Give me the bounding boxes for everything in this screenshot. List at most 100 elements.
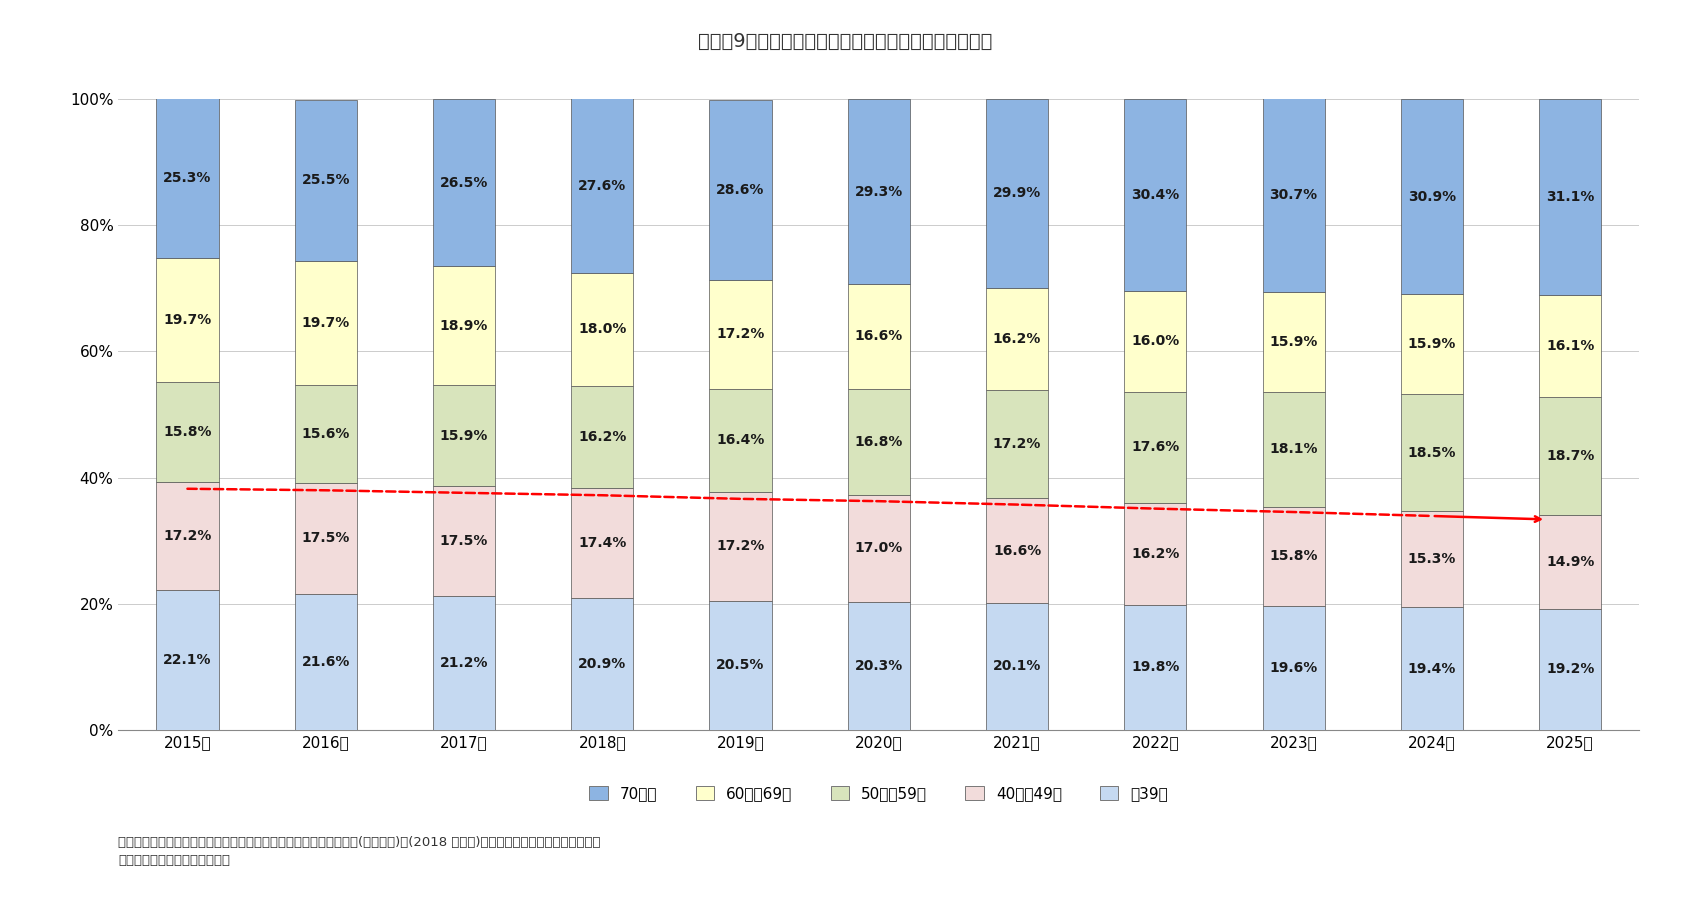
Bar (1539, 514, 1601, 609)
Text: 17.0%: 17.0% (855, 542, 902, 555)
Legend: 70歳～, 60歳～69歳, 50歳～59歳, 40歳～49歳, ～39歳: 70歳～, 60歳～69歳, 50歳～59歳, 40歳～49歳, ～39歳 (583, 780, 1174, 807)
Text: 19.7%: 19.7% (301, 315, 350, 330)
Text: 19.2%: 19.2% (1545, 662, 1593, 677)
Bar (985, 99, 1047, 287)
Bar (1123, 503, 1186, 605)
Bar (432, 386, 495, 486)
Bar (571, 272, 633, 386)
Text: 16.6%: 16.6% (993, 543, 1040, 558)
Text: 20.1%: 20.1% (993, 660, 1040, 673)
Bar (709, 388, 772, 492)
Text: 17.2%: 17.2% (164, 529, 211, 543)
Text: 29.9%: 29.9% (993, 187, 1040, 200)
Text: 17.2%: 17.2% (993, 437, 1040, 451)
Text: 20.9%: 20.9% (578, 657, 627, 671)
Bar (157, 482, 218, 590)
Bar (1262, 98, 1324, 292)
Bar (1123, 99, 1186, 291)
Text: 26.5%: 26.5% (439, 176, 488, 190)
Text: 15.6%: 15.6% (301, 427, 350, 441)
Text: 17.2%: 17.2% (716, 540, 763, 553)
Text: 19.8%: 19.8% (1130, 660, 1179, 674)
Text: 16.0%: 16.0% (1130, 334, 1179, 349)
Text: 18.1%: 18.1% (1268, 442, 1317, 457)
Text: 21.6%: 21.6% (301, 655, 350, 669)
Text: 18.5%: 18.5% (1407, 446, 1456, 460)
Text: 16.2%: 16.2% (578, 430, 627, 444)
Bar (157, 258, 218, 382)
Bar (848, 602, 909, 730)
Text: 15.3%: 15.3% (1407, 552, 1456, 566)
Bar (848, 99, 909, 284)
Bar (985, 287, 1047, 390)
Text: 20.5%: 20.5% (716, 658, 763, 672)
Bar (1400, 395, 1463, 511)
Bar (1262, 392, 1324, 506)
Text: 19.6%: 19.6% (1268, 661, 1317, 675)
Bar (709, 492, 772, 600)
Bar (985, 498, 1047, 603)
Text: 16.1%: 16.1% (1545, 339, 1593, 353)
Bar (1539, 99, 1601, 296)
Bar (1123, 392, 1186, 503)
Bar (157, 590, 218, 730)
Text: 16.6%: 16.6% (855, 329, 902, 343)
Text: 29.3%: 29.3% (855, 185, 902, 198)
Text: 16.4%: 16.4% (716, 433, 763, 447)
Bar (1539, 609, 1601, 730)
Text: 31.1%: 31.1% (1545, 190, 1593, 205)
Bar (571, 98, 633, 272)
Text: 15.8%: 15.8% (1268, 550, 1317, 563)
Text: 28.6%: 28.6% (716, 183, 763, 197)
Bar (1400, 511, 1463, 607)
Text: 17.6%: 17.6% (1130, 441, 1179, 454)
Bar (1400, 294, 1463, 395)
Bar (709, 600, 772, 730)
Bar (571, 386, 633, 488)
Text: 30.4%: 30.4% (1130, 188, 1179, 202)
Bar (709, 280, 772, 388)
Text: 22.1%: 22.1% (164, 653, 211, 667)
Text: 18.0%: 18.0% (578, 323, 627, 336)
Bar (1123, 291, 1186, 392)
Bar (157, 98, 218, 258)
Text: 16.2%: 16.2% (993, 332, 1040, 346)
Bar (1262, 292, 1324, 392)
Bar (571, 598, 633, 730)
Text: 図表－9　総世帯数（全国）における年齢別割合の推移: 図表－9 総世帯数（全国）における年齢別割合の推移 (698, 32, 991, 50)
Text: 14.9%: 14.9% (1545, 555, 1593, 569)
Text: 19.7%: 19.7% (164, 314, 211, 327)
Text: 17.5%: 17.5% (439, 534, 488, 548)
Text: 21.2%: 21.2% (439, 656, 488, 670)
Bar (294, 385, 356, 483)
Bar (294, 100, 356, 260)
Text: 17.4%: 17.4% (578, 536, 627, 551)
Bar (294, 483, 356, 594)
Text: 18.9%: 18.9% (439, 319, 488, 332)
Text: 18.7%: 18.7% (1545, 449, 1593, 463)
Text: 15.9%: 15.9% (1407, 337, 1456, 351)
Text: 注）　世帯主の年齢構成別割合: 注） 世帯主の年齢構成別割合 (118, 854, 230, 867)
Text: 17.5%: 17.5% (301, 532, 350, 545)
Bar (432, 486, 495, 596)
Text: 15.9%: 15.9% (1268, 335, 1317, 350)
Bar (294, 594, 356, 730)
Text: 15.9%: 15.9% (439, 429, 488, 442)
Bar (432, 267, 495, 386)
Text: 25.3%: 25.3% (164, 171, 211, 186)
Text: 27.6%: 27.6% (578, 178, 627, 193)
Text: 19.4%: 19.4% (1407, 661, 1456, 676)
Bar (1539, 296, 1601, 396)
Text: （出所）国立社会保障・人口問題研究所「日本の世帯数の将来推計(全国推計)」(2018 年推計)をもとにニッセイ基礎研究所作成: （出所）国立社会保障・人口問題研究所「日本の世帯数の将来推計(全国推計)」(20… (118, 836, 601, 849)
Bar (985, 603, 1047, 730)
Text: 16.8%: 16.8% (855, 434, 902, 449)
Bar (157, 382, 218, 482)
Bar (571, 488, 633, 598)
Bar (432, 99, 495, 267)
Text: 15.8%: 15.8% (164, 425, 211, 439)
Text: 30.9%: 30.9% (1407, 189, 1456, 204)
Text: 20.3%: 20.3% (855, 659, 902, 673)
Bar (848, 284, 909, 388)
Text: 17.2%: 17.2% (716, 327, 763, 341)
Bar (848, 388, 909, 495)
